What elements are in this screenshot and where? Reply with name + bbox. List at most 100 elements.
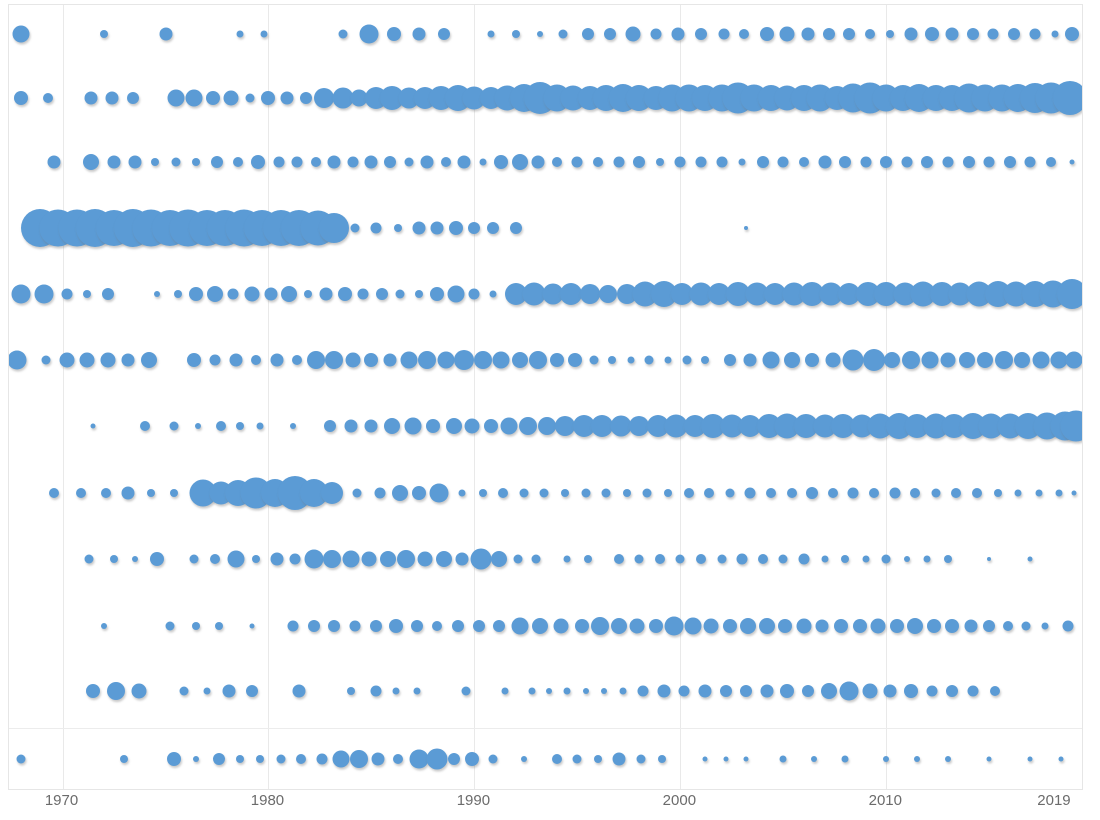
bubble[interactable]	[342, 550, 360, 568]
bubble[interactable]	[592, 157, 603, 167]
bubble[interactable]	[151, 158, 160, 166]
bubble[interactable]	[209, 354, 221, 366]
bubble[interactable]	[383, 156, 396, 168]
bubble[interactable]	[141, 352, 158, 368]
bubble[interactable]	[738, 158, 746, 166]
bubble[interactable]	[281, 286, 298, 302]
bubble[interactable]	[531, 554, 541, 564]
bubble[interactable]	[718, 28, 730, 40]
bubble[interactable]	[206, 286, 223, 302]
bubble[interactable]	[664, 414, 688, 438]
bubble[interactable]	[893, 282, 917, 306]
bubble[interactable]	[110, 555, 119, 563]
bubble[interactable]	[344, 419, 358, 433]
bubble[interactable]	[563, 555, 571, 563]
bubble[interactable]	[539, 488, 549, 498]
bubble[interactable]	[47, 155, 61, 169]
bubble[interactable]	[926, 619, 941, 633]
bubble[interactable]	[650, 28, 662, 40]
bubble[interactable]	[16, 754, 26, 764]
bubble[interactable]	[347, 156, 359, 168]
bubble[interactable]	[445, 418, 462, 434]
bubble[interactable]	[561, 489, 570, 497]
bubble[interactable]	[813, 414, 837, 438]
bubble[interactable]	[537, 417, 556, 435]
bubble[interactable]	[778, 619, 793, 633]
bubble[interactable]	[256, 422, 264, 430]
bubble[interactable]	[744, 487, 756, 499]
bubble[interactable]	[839, 681, 859, 701]
bubble[interactable]	[822, 28, 835, 40]
bubble[interactable]	[572, 415, 595, 437]
bubble[interactable]	[379, 551, 396, 567]
bubble[interactable]	[249, 623, 255, 629]
bubble[interactable]	[426, 748, 448, 770]
bubble[interactable]	[203, 687, 211, 695]
bubble[interactable]	[489, 290, 497, 298]
bubble[interactable]	[412, 221, 426, 235]
bubble[interactable]	[745, 282, 769, 306]
bubble[interactable]	[131, 556, 138, 562]
bubble[interactable]	[778, 554, 788, 564]
bubble[interactable]	[537, 31, 544, 37]
bubble[interactable]	[765, 488, 776, 498]
bubble[interactable]	[964, 619, 978, 633]
bubble[interactable]	[139, 421, 150, 431]
bubble[interactable]	[107, 155, 121, 169]
bubble[interactable]	[209, 554, 220, 564]
bubble[interactable]	[951, 488, 962, 498]
bubble[interactable]	[316, 753, 328, 765]
bubble[interactable]	[528, 687, 536, 695]
bubble[interactable]	[83, 290, 92, 298]
bubble[interactable]	[371, 752, 385, 766]
bubble[interactable]	[1062, 620, 1074, 632]
bubble[interactable]	[870, 618, 886, 634]
bubble[interactable]	[205, 91, 220, 105]
bubble[interactable]	[1060, 410, 1082, 442]
bubble[interactable]	[235, 422, 244, 430]
bubble[interactable]	[458, 489, 466, 497]
bubble[interactable]	[723, 354, 736, 366]
bubble[interactable]	[435, 551, 452, 567]
bubble[interactable]	[994, 351, 1013, 369]
bubble[interactable]	[1051, 30, 1059, 38]
bubble[interactable]	[777, 156, 789, 168]
bubble[interactable]	[962, 156, 975, 168]
bubble[interactable]	[1058, 756, 1064, 762]
bubble[interactable]	[159, 27, 172, 41]
bubble[interactable]	[169, 489, 178, 497]
bubble[interactable]	[958, 352, 975, 368]
bubble[interactable]	[758, 618, 775, 634]
bubble[interactable]	[404, 157, 414, 167]
bubble[interactable]	[720, 414, 744, 438]
bubble[interactable]	[432, 621, 443, 631]
bubble[interactable]	[704, 488, 715, 498]
bubble[interactable]	[671, 27, 685, 41]
bubble[interactable]	[946, 685, 959, 697]
bubble[interactable]	[545, 688, 552, 694]
bubble[interactable]	[884, 352, 901, 368]
bubble[interactable]	[798, 553, 810, 565]
bubble[interactable]	[910, 488, 921, 498]
bubble[interactable]	[411, 486, 426, 500]
bubble[interactable]	[100, 623, 107, 629]
bubble[interactable]	[1021, 621, 1031, 631]
bubble[interactable]	[173, 290, 182, 298]
bubble[interactable]	[361, 551, 377, 567]
bubble[interactable]	[397, 550, 416, 568]
bubble[interactable]	[655, 158, 664, 166]
bubble[interactable]	[76, 488, 87, 498]
bubble[interactable]	[187, 353, 202, 367]
bubble[interactable]	[779, 755, 787, 763]
bubble[interactable]	[292, 355, 303, 365]
bubble[interactable]	[945, 27, 959, 41]
bubble[interactable]	[99, 30, 108, 38]
bubble[interactable]	[364, 353, 379, 367]
bubble[interactable]	[11, 284, 31, 304]
bubble[interactable]	[931, 488, 941, 498]
bubble[interactable]	[270, 552, 284, 566]
bubble[interactable]	[179, 686, 189, 696]
bubble[interactable]	[591, 617, 610, 635]
bubble[interactable]	[581, 28, 594, 40]
bubble[interactable]	[154, 291, 161, 297]
